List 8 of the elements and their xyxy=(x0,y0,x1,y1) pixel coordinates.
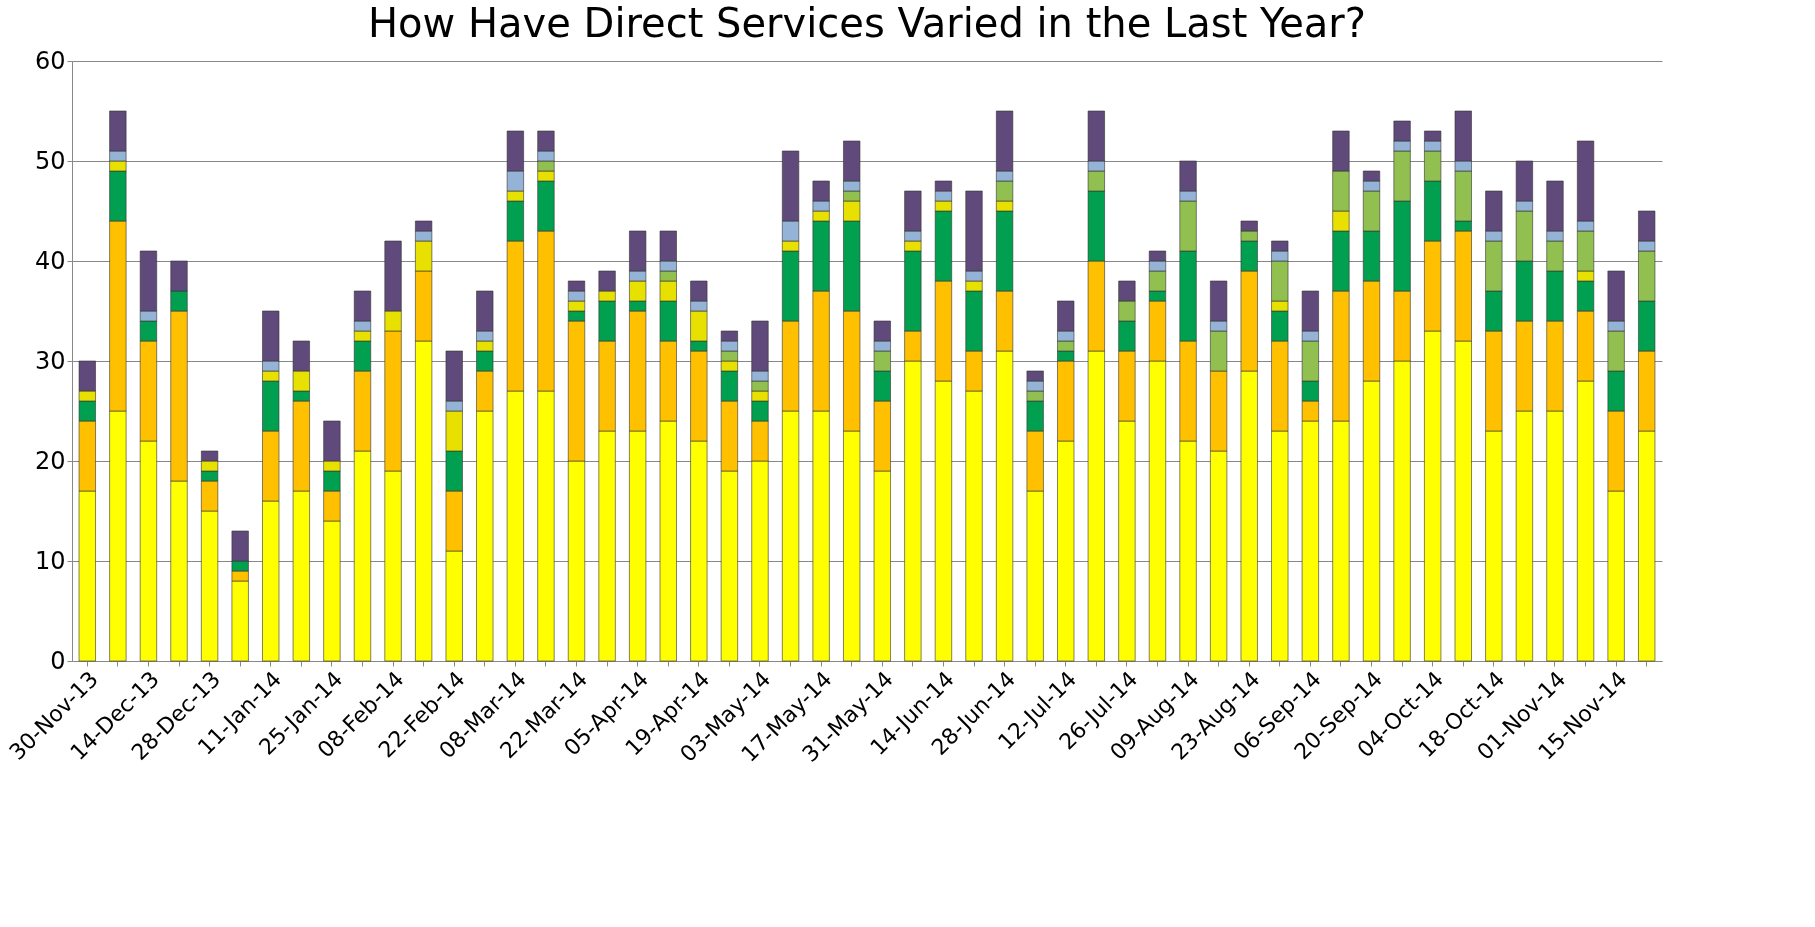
y-tick-label: 40 xyxy=(34,246,66,275)
chart-title: How Have Direct Services Varied in the Last Year? xyxy=(368,0,1366,46)
y-tick-label: 60 xyxy=(34,46,66,75)
y-tick-label: 30 xyxy=(34,346,66,375)
y-tick-label: 50 xyxy=(34,146,66,175)
y-tick-label: 10 xyxy=(34,546,66,575)
y-tick-label: 0 xyxy=(50,646,66,675)
y-tick-label: 20 xyxy=(34,446,66,475)
